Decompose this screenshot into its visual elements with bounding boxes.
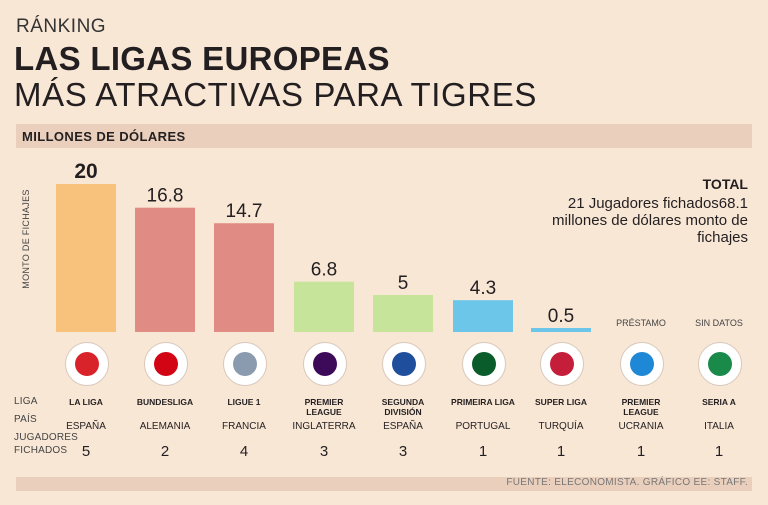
- unit-label: MILLONES DE DÓLARES: [22, 129, 186, 144]
- country-3: FRANCIA: [222, 421, 266, 432]
- league-name-3: LIGUE 1: [227, 397, 261, 407]
- total-text: 21 Jugadores fichados68.1 millones de dó…: [552, 195, 748, 246]
- kicker: RÁNKING: [16, 16, 107, 37]
- total-title: TOTAL: [702, 176, 748, 192]
- league-name-7: SUPER LIGA: [535, 397, 587, 407]
- note-8: PRÉSTAMO: [616, 318, 666, 328]
- league-name-5: SEGUNDA DIVISIÓN: [381, 397, 425, 417]
- logo-mark-icon: [154, 352, 178, 376]
- value-label-3: 14.7: [226, 201, 263, 222]
- value-label-6: 4.3: [470, 278, 496, 299]
- country-6: PORTUGAL: [455, 421, 511, 432]
- bar-1: [56, 184, 116, 332]
- country-2: ALEMANIA: [139, 421, 191, 432]
- players-count-9: 1: [714, 443, 724, 460]
- league-logo-icon-9: [698, 342, 742, 386]
- logo-mark-icon: [392, 352, 416, 376]
- bar-3: [214, 223, 274, 332]
- footer-band: [16, 477, 752, 491]
- row-label-country: PAÍS: [14, 414, 37, 425]
- value-label-1: 20: [74, 160, 97, 183]
- country-4: INGLATERRA: [292, 421, 356, 432]
- league-logo-icon-1: [65, 342, 109, 386]
- players-count-3: 4: [239, 443, 249, 460]
- logo-mark-icon: [630, 352, 654, 376]
- league-logo-icon-6: [462, 342, 506, 386]
- players-count-7: 1: [556, 443, 566, 460]
- value-label-2: 16.8: [147, 186, 184, 207]
- league-logo-icon-4: [303, 342, 347, 386]
- bar-2: [135, 207, 195, 332]
- logo-mark-icon: [313, 352, 337, 376]
- logo-mark-icon: [75, 352, 99, 376]
- source-footer: FUENTE: ELECONOMISTA. GRÁFICO EE: STAFF.: [506, 477, 748, 488]
- players-count-2: 2: [160, 443, 170, 460]
- row-label-league: LIGA: [14, 396, 38, 407]
- league-logo-icon-2: [144, 342, 188, 386]
- players-count-1: 5: [81, 443, 91, 460]
- value-label-4: 6.8: [311, 260, 337, 281]
- players-count-5: 3: [398, 443, 408, 460]
- country-7: TURQUÍA: [538, 421, 584, 432]
- bar-7: [531, 328, 591, 332]
- chart-title-line1: LAS LIGAS EUROPEAS: [14, 40, 390, 77]
- league-name-1: LA LIGA: [69, 397, 103, 407]
- logo-mark-icon: [472, 352, 496, 376]
- row-label-players: JUGADORES FICHADOS: [14, 432, 79, 456]
- league-name-9: SERIA A: [702, 397, 736, 407]
- bar-5: [373, 295, 433, 332]
- players-count-6: 1: [478, 443, 488, 460]
- country-5: ESPAÑA: [383, 421, 423, 432]
- players-count-4: 3: [319, 443, 329, 460]
- league-name-4: PREMIER LEAGUE: [304, 397, 344, 417]
- bar-4: [294, 281, 354, 332]
- league-logo-icon-8: [620, 342, 664, 386]
- league-name-6: PRIMEIRA LIGA: [451, 397, 515, 407]
- value-label-5: 5: [398, 273, 409, 294]
- league-name-8: PREMIER LEAGUE: [621, 397, 661, 417]
- note-9: SIN DATOS: [695, 318, 743, 328]
- bar-6: [453, 300, 513, 332]
- logo-mark-icon: [708, 352, 732, 376]
- league-logo-icon-5: [382, 342, 426, 386]
- value-label-7: 0.5: [548, 306, 574, 327]
- league-name-2: BUNDESLIGA: [136, 397, 194, 407]
- chart-title-line2: MÁS ATRACTIVAS PARA TIGRES: [14, 76, 537, 113]
- players-count-8: 1: [636, 443, 646, 460]
- country-8: UCRANIA: [618, 421, 664, 432]
- league-logo-icon-3: [223, 342, 267, 386]
- logo-mark-icon: [233, 352, 257, 376]
- country-9: ITALIA: [704, 421, 734, 432]
- unit-band: [16, 124, 752, 148]
- country-1: ESPAÑA: [66, 421, 106, 432]
- league-logo-icon-7: [540, 342, 584, 386]
- logo-mark-icon: [550, 352, 574, 376]
